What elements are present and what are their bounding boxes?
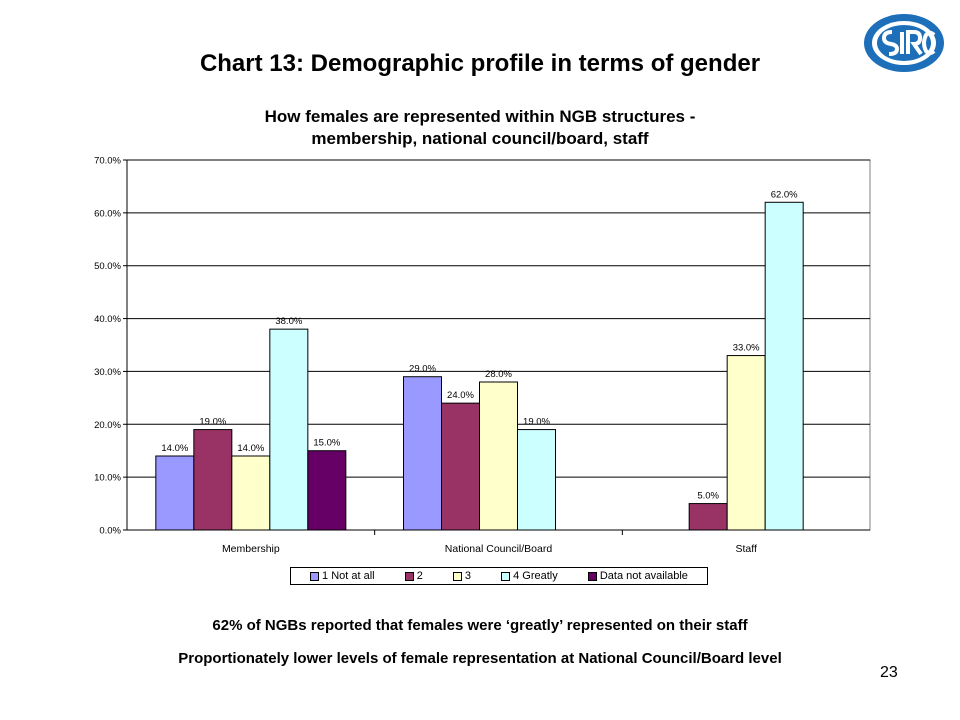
y-tick-label: 60.0%	[94, 208, 121, 219]
sirc-logo-icon	[864, 14, 944, 72]
legend-swatch-data-not-available	[587, 571, 597, 581]
note-staff-representation: 62% of NGBs reported that females were ‘…	[212, 617, 748, 634]
y-tick-label: 0.0%	[99, 526, 121, 537]
note-council-representation: Proportionately lower levels of female r…	[178, 650, 782, 667]
bar	[193, 429, 233, 531]
bar	[517, 429, 556, 531]
data-label: 14.0%	[161, 443, 188, 454]
data-label: 33.0%	[733, 343, 760, 354]
legend-item-2: 2	[404, 570, 423, 582]
legend-label: 1 Not at all	[322, 570, 375, 582]
bar	[231, 455, 271, 531]
data-label: 19.0%	[199, 417, 226, 428]
legend-swatch-3	[452, 571, 462, 581]
chart-title-line-2: membership, national council/board, staf…	[311, 129, 649, 148]
legend-swatch-not-at-all	[310, 571, 320, 581]
y-tick-label: 10.0%	[94, 473, 121, 484]
slide-title: Chart 13: Demographic profile in terms o…	[199, 50, 761, 77]
legend-item-3: 3	[452, 570, 472, 582]
chart-title-line-1: How females are represented within NGB s…	[264, 107, 696, 126]
bar	[764, 201, 804, 531]
category-label: National Council/Board	[445, 543, 553, 555]
legend-item-data-not-available: Data not available	[587, 570, 688, 582]
bar	[269, 328, 309, 531]
data-label: 24.0%	[447, 390, 474, 401]
data-label: 38.0%	[275, 316, 302, 327]
bar	[155, 455, 195, 531]
category-label: Membership	[222, 543, 280, 555]
bar	[479, 381, 518, 531]
data-label: 62.0%	[771, 189, 798, 200]
data-label: 28.0%	[485, 369, 512, 380]
y-tick-label: 70.0%	[94, 156, 121, 167]
page-number: 23	[880, 664, 898, 681]
data-label: 14.0%	[237, 443, 264, 454]
legend-label: 3	[464, 570, 472, 582]
bar	[441, 402, 480, 531]
legend-swatch-greatly	[501, 571, 511, 581]
y-tick-label: 20.0%	[94, 420, 121, 431]
data-label: 19.0%	[523, 417, 550, 428]
legend-item-not-at-all: 1 Not at all	[310, 570, 375, 582]
y-tick-label: 40.0%	[94, 314, 121, 325]
y-tick-label: 30.0%	[94, 367, 121, 378]
legend-label: 4 Greatly	[513, 570, 558, 582]
bar	[688, 503, 728, 531]
legend-item-greatly: 4 Greatly	[501, 570, 558, 582]
data-label: 29.0%	[409, 364, 436, 375]
data-label: 15.0%	[313, 438, 340, 449]
bar	[307, 450, 347, 531]
data-label: 5.0%	[697, 491, 719, 502]
legend-swatch-2	[404, 571, 414, 581]
category-label: Staff	[735, 543, 756, 555]
y-tick-label: 50.0%	[94, 261, 121, 272]
bar	[726, 355, 766, 531]
bar	[403, 376, 442, 531]
chart-legend: 1 Not at all 2 3 4 Greatly Data not avai…	[290, 567, 708, 585]
chart-title: How females are represented within NGB s…	[200, 106, 760, 150]
legend-label: 2	[416, 570, 423, 582]
legend-label: Data not available	[599, 570, 688, 582]
